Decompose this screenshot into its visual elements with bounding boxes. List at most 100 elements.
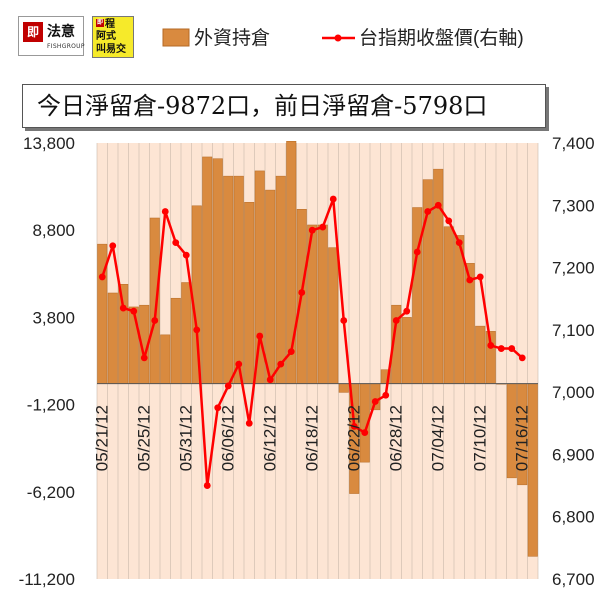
right-tick-label: 7,100 xyxy=(552,321,595,340)
position-bar xyxy=(107,292,118,384)
price-points xyxy=(98,195,526,489)
price-point xyxy=(172,239,180,247)
price-point xyxy=(266,376,274,384)
x-tick-label: 05/31/12 xyxy=(176,405,195,471)
position-bar xyxy=(128,306,139,384)
price-point xyxy=(245,419,253,427)
position-bar xyxy=(202,156,213,384)
x-tick-label: 05/25/12 xyxy=(134,405,153,471)
position-bar xyxy=(338,383,349,393)
price-point xyxy=(382,391,390,399)
right-tick-label: 7,000 xyxy=(552,383,595,402)
price-point xyxy=(403,307,411,315)
net-position-summary: 今日淨留倉-9872口，前日淨留倉-5798口 xyxy=(22,84,546,128)
legend-bar-swatch xyxy=(162,28,190,47)
right-axis-ticks: 7,400 7,300 7,200 7,100 7,000 6,900 6,800 6,700 xyxy=(552,134,595,589)
price-point xyxy=(487,342,495,349)
position-bar xyxy=(401,317,412,384)
position-bar xyxy=(265,189,276,384)
x-tick-label: 06/18/12 xyxy=(302,405,321,471)
logo-name: 法意 xyxy=(47,24,75,40)
x-axis-ticks: 05/21/12 05/25/12 05/31/12 06/06/12 06/12/12… xyxy=(92,405,531,471)
price-point xyxy=(413,248,421,256)
price-point xyxy=(424,208,432,215)
left-tick-label: -1,200 xyxy=(27,396,75,415)
right-tick-label: 6,800 xyxy=(552,508,595,527)
x-tick-label: 07/04/12 xyxy=(428,405,447,471)
price-point xyxy=(109,242,117,250)
x-tick-label: 07/10/12 xyxy=(470,405,489,471)
price-point xyxy=(445,217,453,225)
price-point xyxy=(287,348,295,356)
position-bar xyxy=(443,226,454,384)
price-point xyxy=(130,307,138,315)
legend: 外資持倉 台指期收盤價(右軸) xyxy=(162,27,524,49)
left-axis-ticks: 13,800 8,800 3,800 -1,200 -6,200 -11,200 xyxy=(19,134,75,589)
position-bar xyxy=(181,282,192,384)
logo2-line3: 叫易交 xyxy=(96,44,126,55)
price-point xyxy=(256,332,264,340)
position-bar xyxy=(433,168,444,384)
price-point xyxy=(392,317,400,324)
position-bar xyxy=(317,224,328,384)
price-point xyxy=(119,304,127,312)
logo-subtitle: FISHGROUP xyxy=(47,43,85,50)
legend-bar-label: 外資持倉 xyxy=(194,27,270,49)
position-bar xyxy=(244,202,255,384)
right-tick-label: 6,900 xyxy=(552,445,595,464)
position-bar xyxy=(275,175,286,384)
x-tick-label: 06/06/12 xyxy=(218,405,237,471)
price-point xyxy=(319,223,327,231)
position-bar xyxy=(170,297,181,384)
position-bars xyxy=(97,141,538,557)
left-tick-label: 8,800 xyxy=(32,221,75,240)
left-tick-label: 3,800 xyxy=(32,308,75,327)
position-bar xyxy=(149,217,160,384)
price-point xyxy=(224,382,232,390)
position-bar xyxy=(118,284,129,384)
x-tick-label: 06/28/12 xyxy=(386,405,405,471)
price-point xyxy=(455,239,463,247)
logo2-line1: 程 xyxy=(105,19,115,30)
price-point xyxy=(497,345,505,352)
x-tick-label: 07/16/12 xyxy=(512,405,531,471)
left-tick-label: -6,200 xyxy=(27,483,75,502)
logo-mark: 即 xyxy=(23,22,43,42)
x-tick-label: 05/21/12 xyxy=(92,405,111,471)
price-point xyxy=(434,201,442,209)
x-tick-label: 06/22/12 xyxy=(344,405,363,471)
position-bar xyxy=(475,325,486,384)
left-tick-label: -11,200 xyxy=(19,570,75,589)
price-point xyxy=(193,326,201,334)
price-point xyxy=(508,345,516,352)
company-logo: 即 法意 FISHGROUP xyxy=(18,16,84,56)
position-bar xyxy=(223,175,234,384)
price-point xyxy=(140,354,148,362)
position-bar xyxy=(233,175,244,384)
price-point xyxy=(361,429,369,437)
price-point xyxy=(350,423,358,430)
position-bar xyxy=(160,334,171,384)
right-tick-label: 7,400 xyxy=(552,134,595,153)
price-point xyxy=(277,360,285,368)
legend-line-marker xyxy=(334,34,342,42)
logo2-mark: 即 xyxy=(96,19,104,27)
right-tick-label: 7,200 xyxy=(552,259,595,278)
price-point xyxy=(182,251,190,259)
logo2-line2: 阿式 xyxy=(96,31,116,42)
right-tick-label: 6,700 xyxy=(552,570,595,589)
position-bar xyxy=(328,247,339,384)
price-point xyxy=(151,317,159,324)
legend-line-label: 台指期收盤價(右軸) xyxy=(359,27,524,49)
x-tick-label: 06/12/12 xyxy=(260,405,279,471)
price-point xyxy=(161,208,169,215)
price-point xyxy=(476,273,484,281)
program-trading-logo: 即 程 阿式 叫易交 xyxy=(92,16,134,58)
position-bar xyxy=(370,383,381,411)
position-bar xyxy=(412,207,423,384)
price-point xyxy=(98,273,106,281)
price-point xyxy=(203,482,211,489)
price-point xyxy=(466,276,474,284)
right-tick-label: 7,300 xyxy=(552,196,595,215)
